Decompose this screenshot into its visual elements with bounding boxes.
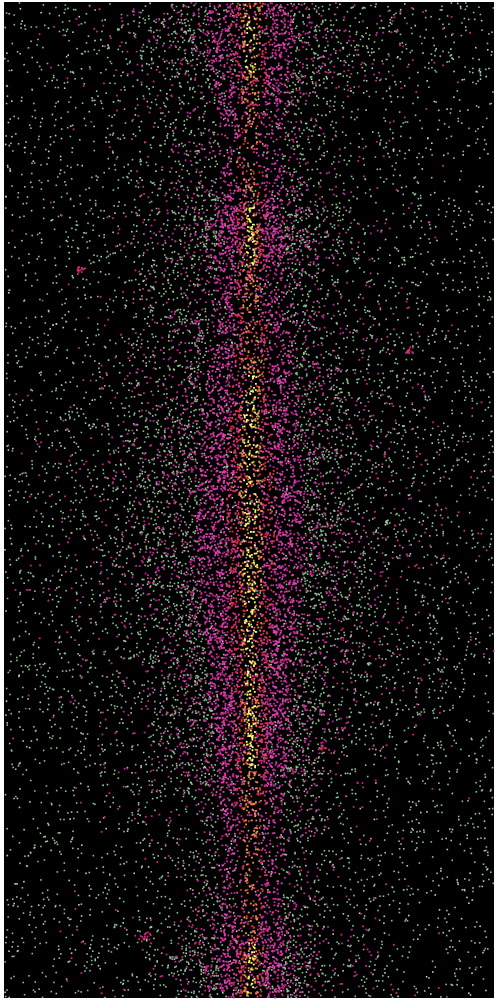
- image: [0, 0, 497, 1000]
- page-body: (() => { const svg = document.getElement…: [0, 0, 497, 1000]
- page: Image {} html, body { margin: 0; padding…: [0, 0, 497, 1000]
